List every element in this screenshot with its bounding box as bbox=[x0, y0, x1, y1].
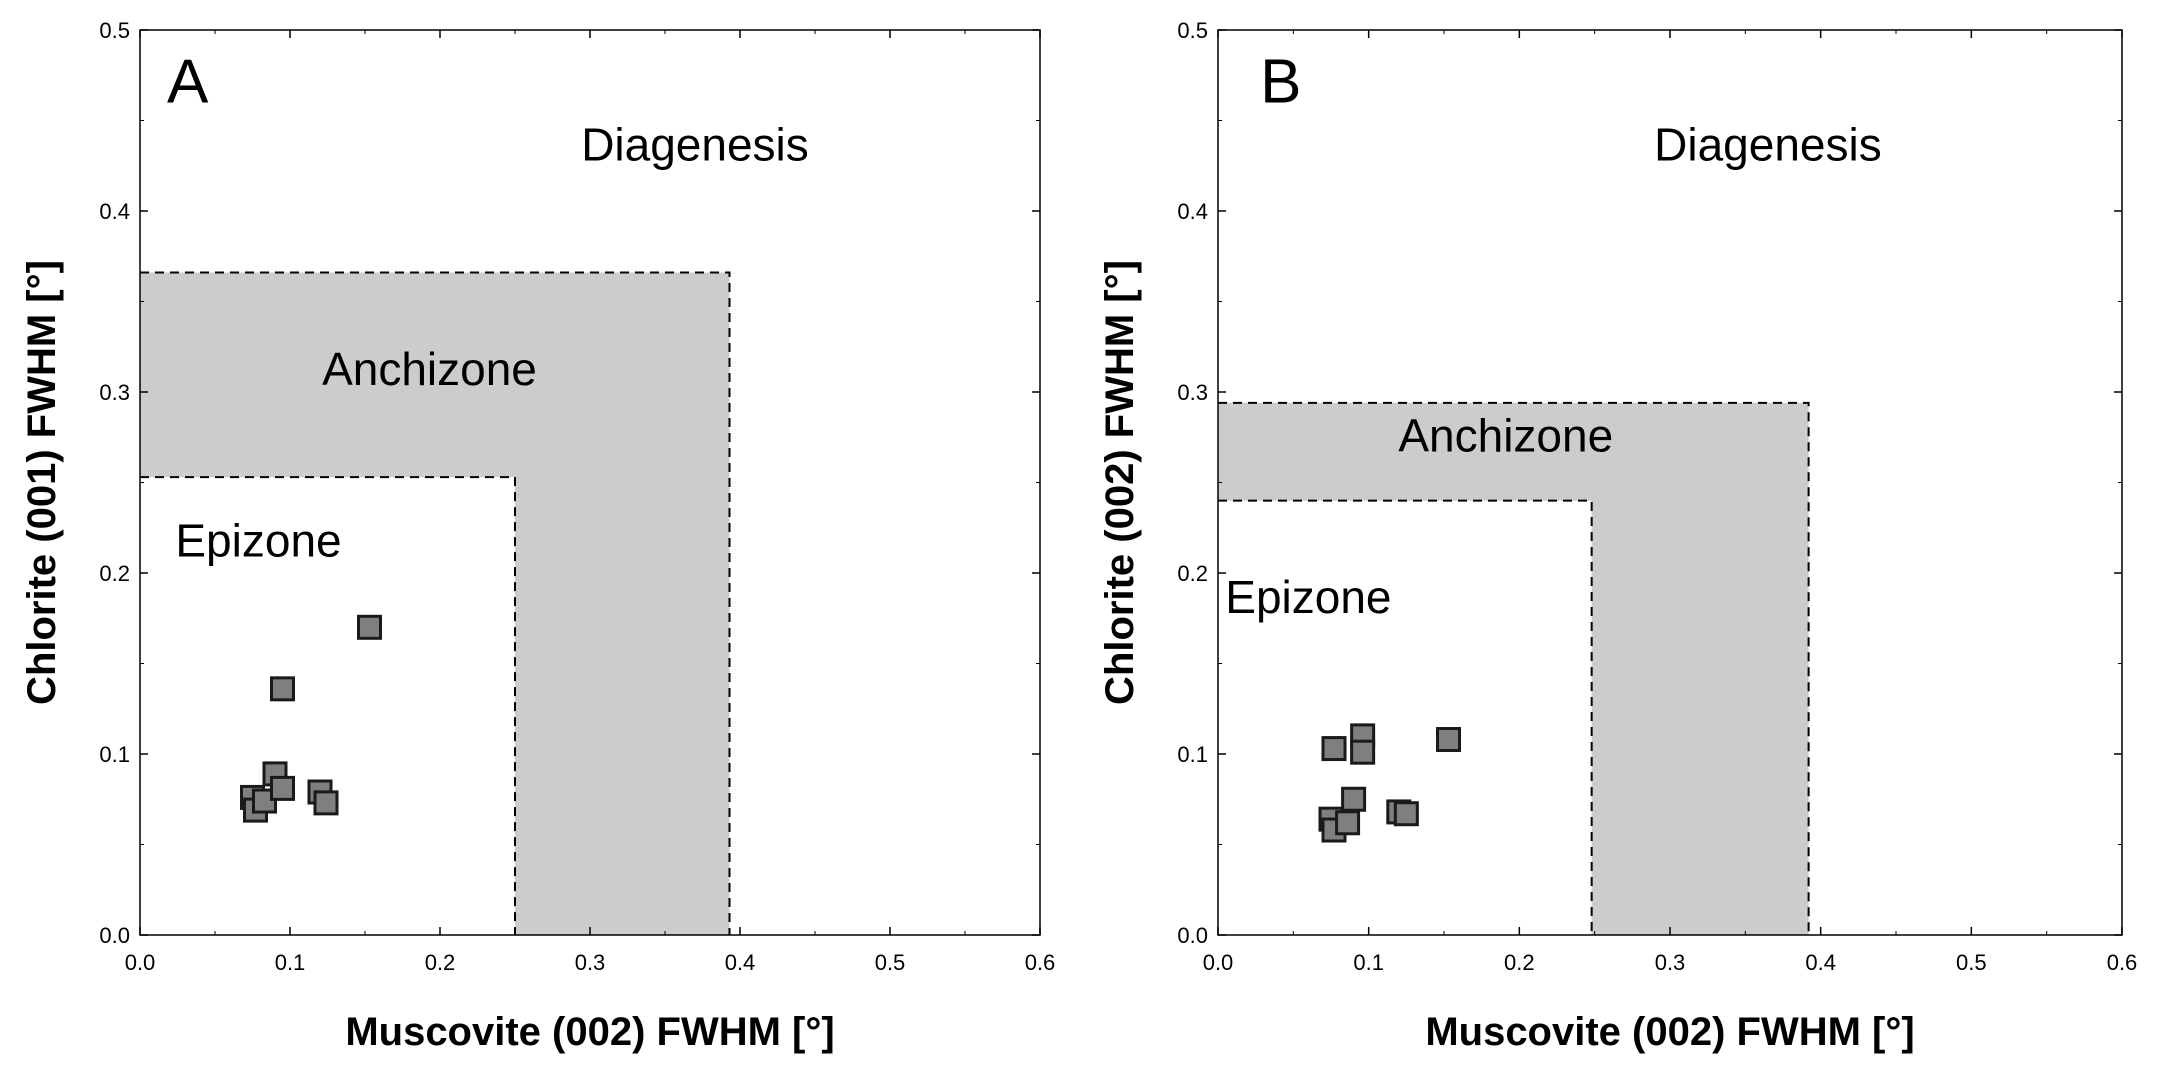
panel-letter: A bbox=[167, 47, 209, 116]
data-point bbox=[1436, 727, 1462, 753]
chart-panel-b: 0.0 0.1 0.2 0.3 0.4 0.5 0.6 0.0 0.1 0.2 0.3 0.4 0.5 M… bbox=[1098, 18, 2137, 1054]
x-axis-title: Muscovite (002) FWHM [°] bbox=[1425, 1010, 1914, 1054]
y-tick-label: 0.4 bbox=[1177, 199, 1208, 224]
y-tick-label: 0.3 bbox=[1177, 380, 1208, 405]
data-point bbox=[1335, 810, 1361, 836]
anchizone-region bbox=[1218, 402, 1809, 935]
epizone-label: Epizone bbox=[175, 515, 341, 567]
data-point bbox=[1341, 786, 1367, 812]
x-tick-label: 0.4 bbox=[1805, 950, 1836, 975]
y-axis-title: Chlorite (001) FWHM [°] bbox=[20, 260, 64, 705]
y-axis-title: Chlorite (002) FWHM [°] bbox=[1098, 260, 1142, 705]
data-point bbox=[270, 676, 295, 702]
data-point bbox=[270, 775, 295, 801]
panel-letter: B bbox=[1260, 47, 1301, 116]
anchizone-diagenesis-boundary bbox=[1218, 401, 1810, 935]
x-tick-label: 0.1 bbox=[275, 950, 306, 975]
x-tick-label: 0.1 bbox=[1353, 950, 1384, 975]
data-point bbox=[357, 614, 382, 640]
y-tick-label: 0.1 bbox=[99, 742, 130, 767]
x-tick-label: 0.0 bbox=[1203, 950, 1234, 975]
y-tick-label: 0.2 bbox=[1177, 561, 1208, 586]
anchizone-label: Anchizone bbox=[322, 343, 537, 395]
chart-panel-a: 0.0 0.1 0.2 0.3 0.4 0.5 0.6 0.0 0.1 0.2 0.3 0.4 0.5 M… bbox=[20, 18, 1055, 1054]
y-tick-label: 0.5 bbox=[1177, 18, 1208, 43]
x-tick-label: 0.2 bbox=[425, 950, 456, 975]
data-point bbox=[1350, 739, 1376, 765]
anchizone-diagenesis-boundary bbox=[140, 271, 731, 935]
y-tick-label: 0.5 bbox=[99, 18, 130, 43]
y-tick-label: 0.4 bbox=[99, 199, 130, 224]
data-point bbox=[1393, 801, 1419, 827]
y-tick-label: 0.1 bbox=[1177, 742, 1208, 767]
anchizone-label: Anchizone bbox=[1398, 410, 1613, 462]
x-tick-label: 0.5 bbox=[875, 950, 906, 975]
y-tick-label: 0.0 bbox=[1177, 923, 1208, 948]
diagenesis-label: Diagenesis bbox=[1654, 118, 1882, 170]
x-tick-label: 0.4 bbox=[725, 950, 756, 975]
data-point bbox=[313, 790, 339, 816]
epizone-label: Epizone bbox=[1225, 571, 1391, 623]
x-tick-label: 0.6 bbox=[2107, 950, 2138, 975]
epizone-anchizone-boundary bbox=[1218, 499, 1593, 935]
x-tick-label: 0.3 bbox=[575, 950, 606, 975]
y-tick-label: 0.0 bbox=[99, 923, 130, 948]
x-axis-title: Muscovite (002) FWHM [°] bbox=[345, 1010, 834, 1054]
x-tick-label: 0.3 bbox=[1655, 950, 1686, 975]
x-tick-label: 0.2 bbox=[1504, 950, 1535, 975]
x-tick-label: 0.0 bbox=[125, 950, 156, 975]
data-point bbox=[1321, 736, 1347, 762]
anchizone-region bbox=[140, 272, 730, 935]
epizone-anchizone-boundary bbox=[140, 476, 516, 935]
x-tick-label: 0.6 bbox=[1025, 950, 1056, 975]
y-tick-label: 0.3 bbox=[99, 380, 130, 405]
y-tick-label: 0.2 bbox=[99, 561, 130, 586]
x-tick-label: 0.5 bbox=[1956, 950, 1987, 975]
diagenesis-label: Diagenesis bbox=[581, 118, 809, 170]
